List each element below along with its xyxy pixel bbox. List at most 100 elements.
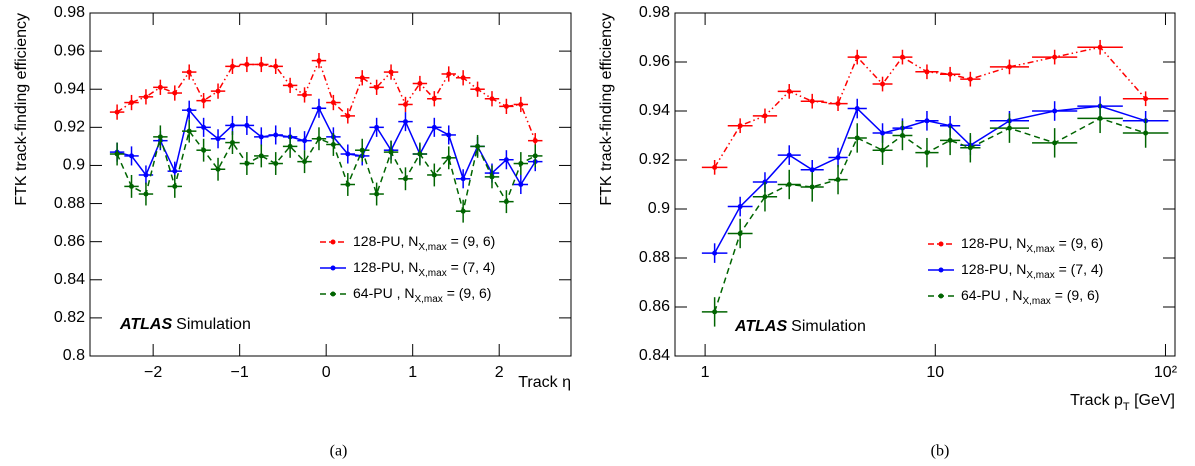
data-point [124, 94, 139, 111]
marker [854, 106, 860, 112]
data-point [340, 108, 356, 124]
y-tick-label: 0.84 [639, 347, 670, 364]
data-point [225, 115, 240, 135]
data-point [326, 94, 341, 111]
marker [460, 208, 466, 214]
data-point [427, 91, 442, 107]
data-point [297, 131, 312, 151]
marker [1143, 96, 1149, 102]
data-point [196, 93, 211, 109]
data-point [1032, 128, 1078, 158]
data-point [355, 70, 370, 86]
x-axis-label-part: T [1123, 401, 1130, 413]
data-point [470, 81, 485, 97]
marker [489, 174, 495, 180]
marker [273, 132, 279, 138]
data-point [181, 119, 197, 143]
data-point [1077, 39, 1123, 55]
y-tick-label: 0.96 [54, 42, 85, 59]
data-point [268, 152, 283, 175]
brand: ATLAS Simulation [119, 316, 251, 333]
marker [1097, 44, 1103, 50]
x-tick-label: 1 [408, 364, 417, 381]
marker [854, 54, 860, 60]
legend-label-part: = (7, 4) [447, 259, 496, 275]
x-axis-label: Track pT [GeV] [1070, 392, 1175, 413]
marker [186, 107, 192, 113]
marker [388, 149, 394, 155]
data-point [892, 120, 913, 151]
marker [1052, 54, 1058, 60]
data-point [153, 125, 168, 149]
marker [737, 204, 743, 210]
marker [475, 86, 481, 92]
marker [374, 84, 380, 90]
brand-name: ATLAS [119, 316, 172, 333]
data-point [441, 66, 456, 82]
data-point [282, 134, 298, 158]
marker [287, 82, 293, 88]
marker [129, 183, 135, 189]
y-tick-label: 0.92 [54, 119, 85, 136]
data-point [701, 243, 728, 263]
marker [345, 182, 351, 187]
data-point [777, 169, 801, 200]
marker [114, 109, 120, 115]
y-tick-label: 0.92 [639, 151, 670, 168]
marker [786, 182, 792, 187]
marker [503, 103, 509, 109]
data-point [915, 64, 939, 80]
legend-label-part: 128-PU, N [961, 261, 1026, 277]
data-point [398, 167, 413, 191]
marker [114, 151, 120, 157]
marker [431, 96, 437, 102]
y-tick-label: 0.82 [54, 309, 85, 326]
marker [880, 147, 886, 153]
marker [229, 63, 235, 69]
marker [1143, 130, 1149, 136]
marker [129, 100, 135, 106]
marker [518, 182, 524, 187]
marker [809, 98, 815, 104]
marker [402, 101, 408, 107]
marker [201, 98, 207, 104]
marker [518, 101, 524, 107]
data-point [239, 152, 255, 175]
marker [835, 155, 841, 161]
marker [947, 137, 953, 143]
marker [330, 141, 336, 147]
data-point [311, 127, 327, 151]
marker [215, 136, 221, 142]
data-point [340, 144, 356, 164]
plot-frame [89, 12, 572, 357]
marker [287, 143, 293, 149]
x-tick-label: 2 [495, 364, 504, 381]
x-tick-label: 10² [1154, 364, 1178, 381]
marker [489, 96, 495, 102]
marker [762, 113, 768, 119]
marker [1006, 64, 1012, 70]
x-axis-label: Track η [518, 374, 571, 391]
legend-label-part: 128-PU, N [961, 235, 1026, 251]
data-point [268, 125, 283, 145]
data-point [800, 172, 824, 202]
series-line [713, 46, 1147, 168]
marker [1006, 125, 1012, 131]
y-axis-label: FTK track-finding efficiency [598, 13, 615, 206]
marker [359, 75, 365, 81]
data-point [427, 163, 442, 187]
data-point [225, 58, 240, 74]
data-point [892, 49, 913, 65]
data-point [1032, 49, 1078, 65]
marker [388, 69, 394, 75]
marker [446, 155, 452, 161]
data-point [239, 56, 255, 73]
marker [316, 105, 322, 111]
marker [201, 124, 207, 130]
data-point [109, 142, 125, 166]
marker [924, 118, 930, 124]
y-tick-label: 0.86 [54, 233, 85, 250]
marker [786, 152, 792, 158]
marker [417, 81, 423, 87]
data-point [210, 157, 226, 181]
